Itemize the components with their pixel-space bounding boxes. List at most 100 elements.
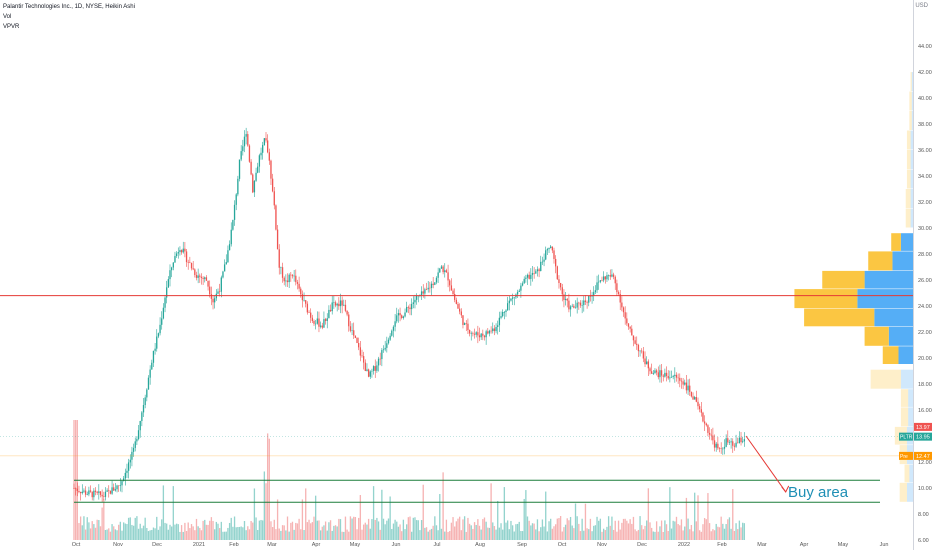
candle-body	[179, 250, 181, 252]
candle-body	[271, 178, 274, 192]
currency-label: USD	[915, 3, 928, 9]
volume-bar	[339, 519, 342, 540]
volume-bar	[121, 530, 123, 540]
volume-bar	[161, 519, 163, 540]
volume-bar	[550, 518, 552, 540]
volume-bar	[490, 483, 492, 540]
candle-body	[703, 421, 706, 424]
candle-body	[341, 300, 343, 306]
candle-body	[313, 320, 315, 324]
candle-body	[300, 288, 302, 295]
volume-bar	[462, 519, 464, 540]
candle-body	[589, 296, 592, 297]
volume-bar	[199, 527, 201, 540]
volume-bar	[725, 524, 727, 540]
x-tick-label: Feb	[717, 542, 726, 548]
candle-body	[641, 350, 643, 352]
candle-body	[220, 277, 222, 292]
candle-body	[200, 276, 203, 278]
volume-bar	[420, 520, 423, 540]
candle-body	[278, 249, 280, 268]
candle-body	[571, 305, 573, 307]
candle-body	[518, 290, 520, 292]
candle-body	[449, 280, 451, 286]
volume-bar	[495, 529, 497, 540]
volume-bar	[170, 526, 173, 540]
candle-body	[81, 491, 83, 494]
candle-body	[132, 447, 135, 452]
candle-body	[599, 280, 602, 282]
volume-bar	[310, 523, 312, 540]
candle-body	[377, 358, 380, 366]
candle-body	[305, 300, 307, 304]
x-tick-label: Dec	[637, 542, 647, 548]
candle-body	[129, 459, 131, 463]
vpvr-up-bar	[910, 130, 913, 150]
volume-bar	[227, 527, 229, 540]
candle-body	[336, 303, 338, 306]
vpvr-up-bar	[857, 289, 913, 309]
candle-body	[358, 343, 360, 348]
candle-body	[109, 490, 112, 494]
volume-bar	[141, 528, 143, 540]
candle-body	[232, 219, 234, 230]
candle-body	[187, 262, 189, 263]
x-tick-label: May	[350, 542, 361, 548]
volume-bar	[232, 526, 234, 540]
candle-body	[695, 397, 698, 402]
volume-bar	[674, 521, 676, 540]
volume-bar	[738, 520, 741, 540]
candle-body	[164, 297, 166, 308]
volume-bar	[624, 518, 626, 540]
vpvr-down-bar	[794, 289, 858, 309]
candle-body	[286, 280, 289, 283]
volume-bar	[602, 528, 605, 540]
volume-bar	[493, 526, 496, 540]
candle-body	[488, 330, 491, 334]
volume-bar	[440, 528, 443, 540]
volume-bar	[220, 521, 222, 540]
candle-body	[344, 304, 347, 311]
vpvr-up-bar	[888, 326, 913, 346]
volume-bar	[202, 520, 204, 540]
candle-body	[717, 443, 719, 449]
volume-bar	[182, 531, 184, 540]
candle-body	[543, 259, 545, 262]
volume-bar	[122, 522, 125, 540]
volume-bar	[336, 526, 338, 540]
volume-bar	[298, 518, 300, 540]
volume-bar	[478, 525, 481, 540]
candle-body	[472, 333, 474, 334]
candle-body	[372, 366, 375, 371]
candle-body	[497, 325, 499, 327]
candle-body	[334, 302, 337, 306]
x-tick-label: Sep	[517, 542, 527, 548]
volume-bar	[200, 530, 203, 540]
volume-bar	[621, 522, 623, 540]
x-tick-label: Apr	[312, 542, 321, 548]
volume-bar	[654, 531, 656, 540]
candle-body	[718, 448, 721, 449]
candle-body	[596, 282, 598, 291]
y-tick-label: 28.00	[918, 252, 932, 258]
x-tick-label: Mar	[267, 542, 277, 548]
volume-bar	[558, 518, 560, 540]
candle-body	[346, 310, 348, 315]
volume-bar	[131, 524, 133, 540]
candle-body	[561, 287, 563, 295]
volume-bar	[197, 526, 199, 540]
candle-body	[88, 490, 90, 495]
volume-bar	[205, 524, 208, 540]
volume-bar	[260, 519, 262, 540]
vpvr-down-bar	[868, 251, 893, 271]
volume-bar	[273, 519, 275, 540]
candle-body	[677, 377, 679, 379]
candle-body	[126, 470, 128, 473]
candle-body	[697, 401, 699, 407]
candle-body	[621, 302, 623, 308]
volume-bar	[417, 520, 419, 540]
candle-body	[142, 405, 145, 413]
volume-bar	[180, 525, 183, 540]
volume-bar	[563, 527, 565, 540]
candle-body	[218, 291, 221, 293]
